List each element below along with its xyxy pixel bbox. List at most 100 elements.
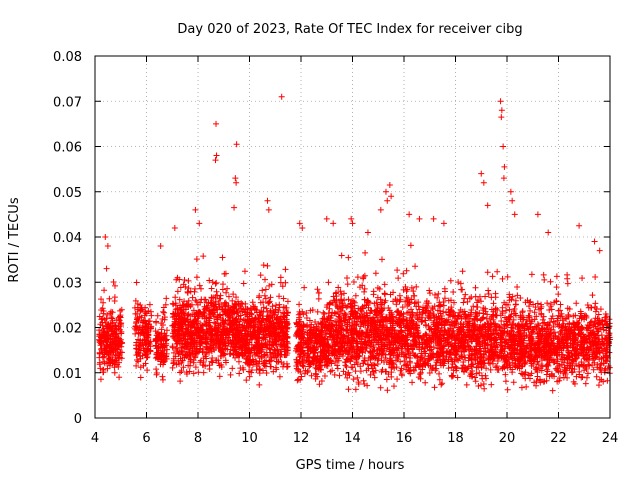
roti-data-point — [253, 350, 260, 357]
roti-data-point — [110, 340, 117, 347]
roti-data-point — [492, 294, 499, 301]
roti-data-point — [148, 323, 155, 330]
roti-data-point — [153, 319, 160, 326]
roti-data-point — [310, 345, 317, 352]
roti-data-point — [548, 315, 555, 322]
roti-data-point — [342, 362, 349, 369]
roti-data-point — [169, 364, 176, 371]
roti-data-point — [104, 365, 111, 372]
roti-data-point — [206, 311, 213, 318]
roti-data-point — [262, 295, 269, 302]
roti-data-point — [422, 379, 429, 386]
roti-data-point — [554, 315, 561, 322]
roti-data-point — [235, 358, 242, 365]
roti-data-point — [459, 286, 466, 293]
roti-data-point — [304, 323, 311, 330]
roti-data-point — [400, 286, 407, 293]
roti-data-point — [355, 353, 362, 360]
roti-data-point — [325, 279, 332, 286]
roti-data-point — [179, 316, 186, 323]
roti-data-point — [492, 305, 499, 312]
roti-data-point — [235, 313, 242, 320]
roti-data-point — [414, 315, 421, 322]
roti-data-point — [458, 343, 465, 350]
roti-data-point — [403, 322, 410, 329]
roti-data-point — [583, 313, 590, 320]
roti-data-point — [452, 312, 459, 319]
roti-data-point — [174, 340, 181, 347]
roti-data-point — [405, 295, 412, 302]
roti-data-point — [170, 349, 177, 356]
roti-data-point — [442, 356, 449, 363]
roti-data-point — [234, 309, 241, 316]
roti-data-point — [219, 254, 226, 261]
roti-data-point — [428, 314, 435, 321]
roti-data-point — [321, 310, 328, 317]
roti-data-point — [217, 292, 224, 299]
roti-data-point — [433, 314, 440, 321]
roti-data-point — [197, 285, 204, 292]
roti-data-point — [417, 371, 424, 378]
roti-data-point — [370, 370, 377, 377]
roti-data-point — [374, 357, 381, 364]
roti-data-point — [312, 375, 319, 382]
roti-data-point — [327, 328, 334, 335]
roti-data-point — [278, 325, 285, 332]
roti-data-point — [262, 317, 269, 324]
roti-data-point — [194, 309, 201, 316]
roti-data-point — [154, 336, 161, 343]
roti-data-point — [235, 301, 242, 308]
roti-data-point — [330, 345, 337, 352]
roti-data-point — [163, 295, 170, 302]
roti-data-point — [300, 363, 307, 370]
roti-data-point — [358, 308, 365, 315]
roti-data-point — [411, 300, 418, 307]
roti-data-point — [485, 320, 492, 327]
roti-data-point — [331, 343, 338, 350]
roti-data-point — [283, 364, 290, 371]
roti-data-point — [472, 347, 479, 354]
roti-data-point — [219, 286, 226, 293]
roti-data-point — [353, 314, 360, 321]
roti-data-point — [208, 333, 215, 340]
roti-data-point — [199, 361, 206, 368]
roti-data-point — [196, 282, 203, 289]
roti-data-point — [174, 288, 181, 295]
roti-data-point — [429, 332, 436, 339]
roti-data-point — [514, 292, 521, 299]
roti-data-point — [325, 321, 332, 328]
roti-data-point — [380, 322, 387, 329]
roti-data-point — [297, 348, 304, 355]
roti-data-point — [98, 346, 105, 353]
roti-data-point — [96, 350, 103, 357]
roti-data-point — [330, 349, 337, 356]
roti-data-point — [283, 333, 290, 340]
roti-data-point — [368, 343, 375, 350]
roti-data-point — [478, 325, 485, 332]
roti-data-point — [308, 372, 315, 379]
roti-data-point — [403, 337, 410, 344]
roti-data-point — [240, 317, 247, 324]
roti-data-point — [143, 329, 150, 335]
roti-data-point — [246, 313, 253, 320]
roti-data-point — [390, 298, 397, 305]
roti-data-point — [431, 384, 438, 391]
roti-data-point — [415, 334, 422, 341]
roti-data-point — [104, 339, 111, 346]
roti-data-point — [281, 323, 288, 330]
roti-data-point — [249, 299, 256, 306]
roti-data-point — [216, 373, 223, 380]
roti-data-point — [316, 364, 323, 371]
roti-data-point — [209, 355, 216, 362]
roti-data-point — [277, 274, 284, 281]
roti-data-point — [184, 341, 191, 348]
roti-data-point — [400, 270, 407, 277]
roti-data-point — [461, 295, 468, 302]
roti-data-point — [299, 326, 306, 333]
roti-data-point — [506, 314, 513, 321]
roti-data-point — [434, 350, 441, 357]
roti-data-point — [403, 366, 410, 373]
roti-data-point — [329, 309, 336, 316]
roti-data-point — [364, 297, 371, 304]
roti-data-point — [476, 329, 483, 336]
